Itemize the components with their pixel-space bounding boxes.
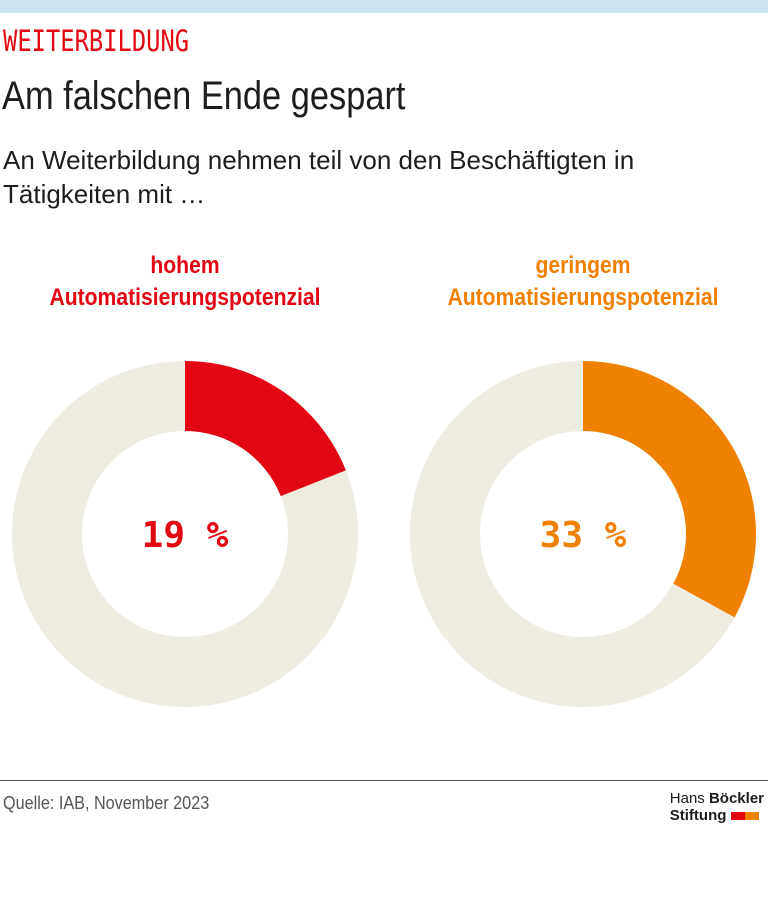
kicker: WEITERBILDUNG: [3, 24, 190, 58]
logo-text: Hans: [669, 790, 705, 807]
source: Quelle: IAB, November 2023: [3, 793, 210, 813]
logo-text: Stiftung: [669, 807, 727, 824]
label-line2: Automatisierungspotenzial: [447, 284, 719, 311]
top-bar: [0, 0, 768, 13]
label-line1: hohem: [150, 252, 220, 279]
donut-slice: [185, 361, 346, 497]
donut-value-label: 33 %: [540, 515, 627, 556]
page-title: Am falschen Ende gespart: [2, 74, 406, 118]
label-line2: Automatisierungspotenzial: [49, 284, 321, 311]
subtitle: An Weiterbildung nehmen teil von den Bes…: [3, 145, 635, 209]
donut-track: [409, 361, 735, 707]
donut-slice: [583, 361, 756, 618]
chart-label-low: geringem Automatisierungspotenzial: [407, 250, 759, 314]
logo-text: Böckler: [708, 790, 764, 807]
logo-square-orange: [744, 812, 759, 821]
chart-label-high: hohem Automatisierungspotenzial: [9, 250, 361, 314]
divider: [0, 780, 768, 781]
logo: Hans Böckler Stiftung: [670, 790, 764, 824]
donut-value-label: 19 %: [142, 515, 229, 556]
label-line1: geringem: [535, 252, 631, 279]
logo-square-red: [730, 812, 745, 821]
donut-track: [12, 361, 359, 707]
